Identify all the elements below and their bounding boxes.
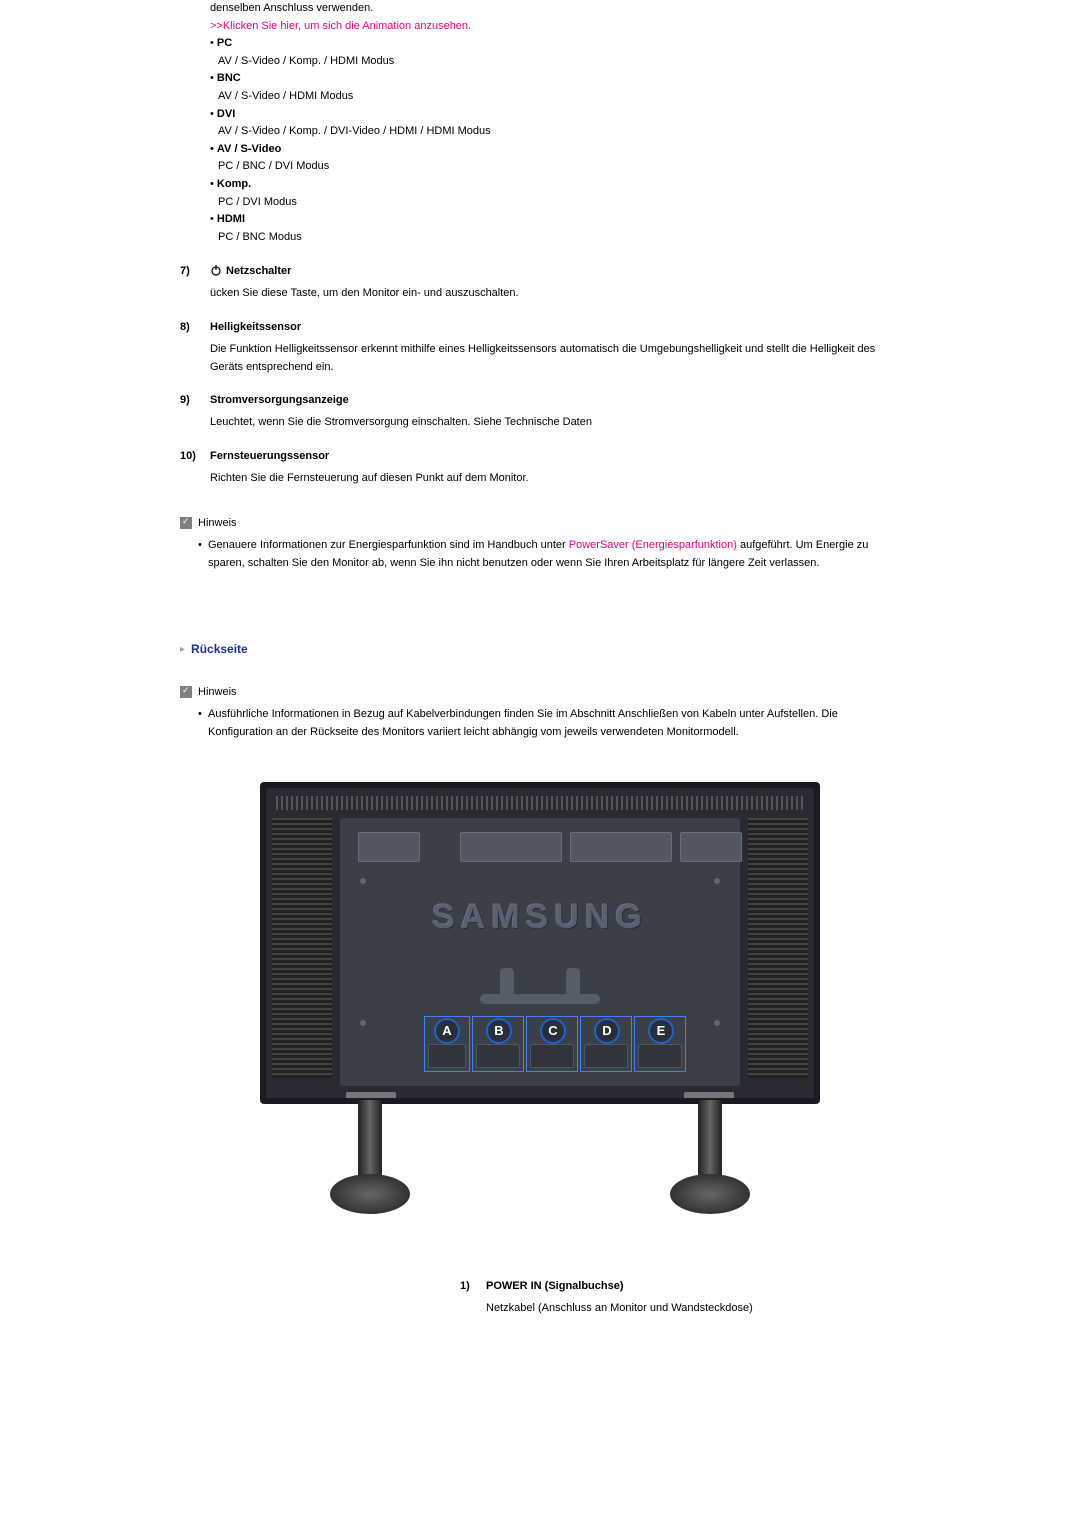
item-title: Fernsteuerungssensor xyxy=(210,450,329,462)
port-area: A B C D E xyxy=(420,1014,660,1074)
note-2: • Ausführliche Informationen in Bezug au… xyxy=(198,706,900,741)
chevron-icon: ▸ xyxy=(180,644,185,655)
mode-input: HDMI xyxy=(217,213,245,225)
monitor-rear-figure: SAMSUNG A B C xyxy=(260,782,820,1220)
port-label-b: B xyxy=(486,1018,512,1044)
mode-input: PC xyxy=(217,37,232,49)
item-body: Richten Sie die Fernsteuerung auf diesen… xyxy=(210,470,900,488)
port-label-a: A xyxy=(434,1018,460,1044)
item-9-row: 9) Stromversorgungsanzeige xyxy=(180,394,900,406)
vent-left xyxy=(272,818,332,1078)
rear-handle xyxy=(480,968,600,1004)
note-text: Ausführliche Informationen in Bezug auf … xyxy=(208,706,900,741)
port-label-e: E xyxy=(648,1018,674,1044)
item-title: Helligkeitssensor xyxy=(210,321,301,333)
powersaver-link[interactable]: PowerSaver (Energiesparfunktion) xyxy=(569,539,737,551)
rear-slot xyxy=(358,832,420,862)
vent-right xyxy=(748,818,808,1078)
item-10-row: 10) Fernsteuerungssensor xyxy=(180,450,900,462)
hinweis-label: Hinweis xyxy=(198,517,237,529)
mode-detail: PC / DVI Modus xyxy=(218,194,900,212)
power-item-number: 1) xyxy=(460,1280,486,1292)
item-title-text: Netzschalter xyxy=(226,265,291,277)
screw-dot xyxy=(714,878,720,884)
mode-row-komp: • Komp. xyxy=(210,176,900,194)
mode-input: AV / S-Video xyxy=(217,143,281,155)
port-label-c: C xyxy=(540,1018,566,1044)
item-body: Leuchtet, wenn Sie die Stromversorgung e… xyxy=(210,414,900,432)
port-slot xyxy=(476,1044,520,1068)
screw-dot xyxy=(360,1020,366,1026)
power-icon xyxy=(210,264,222,276)
bullet-icon: • xyxy=(198,706,208,741)
power-in-section: 1) POWER IN (Signalbuchse) Netzkabel (An… xyxy=(460,1280,820,1318)
check-icon xyxy=(180,517,192,529)
mode-input: BNC xyxy=(217,72,241,84)
rear-inner-panel: SAMSUNG A B C xyxy=(340,818,740,1086)
mode-detail: AV / S-Video / HDMI Modus xyxy=(218,88,900,106)
item-number: 8) xyxy=(180,321,210,333)
item-body: Die Funktion Helligkeitssensor erkennt m… xyxy=(210,341,900,376)
mode-row-hdmi: • HDMI xyxy=(210,211,900,229)
mode-input: Komp. xyxy=(217,178,251,190)
mode-detail: AV / S-Video / Komp. / DVI-Video / HDMI … xyxy=(218,123,900,141)
port-slot xyxy=(638,1044,682,1068)
port-label-d: D xyxy=(594,1018,620,1044)
item-body: ücken Sie diese Taste, um den Monitor ei… xyxy=(210,285,900,303)
item-8-row: 8) Helligkeitssensor xyxy=(180,321,900,333)
document-content: denselben Anschluss verwenden. >>Klicken… xyxy=(0,0,1080,1357)
port-slot xyxy=(530,1044,574,1068)
check-icon xyxy=(180,686,192,698)
item-number: 9) xyxy=(180,394,210,406)
animation-link[interactable]: >>Klicken Sie hier, um sich die Animatio… xyxy=(210,18,900,36)
power-item-title: POWER IN (Signalbuchse) xyxy=(486,1280,624,1292)
mode-row-pc: • PC xyxy=(210,35,900,53)
rear-slot xyxy=(570,832,672,862)
screw-dot xyxy=(714,1020,720,1026)
rear-slot xyxy=(680,832,742,862)
samsung-logo: SAMSUNG xyxy=(340,898,740,937)
hinweis-row: Hinweis xyxy=(180,686,900,698)
bullet-icon: • xyxy=(198,537,208,572)
stand-row xyxy=(260,1100,820,1220)
mode-detail: PC / BNC Modus xyxy=(218,229,900,247)
mode-input: DVI xyxy=(217,108,235,120)
monitor-rear-frame: SAMSUNG A B C xyxy=(260,782,820,1104)
item-7-row: 7) Netzschalter xyxy=(180,264,900,277)
hinweis-row: Hinweis xyxy=(180,517,900,529)
note-text: Genauere Informationen zur Energiesparfu… xyxy=(208,537,900,572)
mode-row-av-svideo: • AV / S-Video xyxy=(210,141,900,159)
rueckseite-heading: Rückseite xyxy=(191,642,248,656)
port-slot xyxy=(584,1044,628,1068)
item-number: 7) xyxy=(180,265,210,277)
screw-dot xyxy=(360,878,366,884)
power-in-row: 1) POWER IN (Signalbuchse) xyxy=(460,1280,820,1292)
mode-row-dvi: • DVI xyxy=(210,106,900,124)
monitor-stand xyxy=(670,1100,750,1220)
note-pre: Genauere Informationen zur Energiesparfu… xyxy=(208,539,569,551)
rueckseite-heading-row: ▸ Rückseite xyxy=(180,642,900,656)
hinweis-label: Hinweis xyxy=(198,686,237,698)
item-number: 10) xyxy=(180,450,210,462)
mode-detail: AV / S-Video / Komp. / HDMI Modus xyxy=(218,53,900,71)
rear-slot xyxy=(460,832,562,862)
note-1: • Genauere Informationen zur Energiespar… xyxy=(198,537,900,572)
item-title: Stromversorgungsanzeige xyxy=(210,394,349,406)
power-item-body: Netzkabel (Anschluss an Monitor und Wand… xyxy=(486,1300,820,1318)
port-slot xyxy=(428,1044,466,1068)
intro-line: denselben Anschluss verwenden. xyxy=(210,0,900,18)
vent-top xyxy=(276,796,804,810)
item-title: Netzschalter xyxy=(210,264,291,277)
mode-detail: PC / BNC / DVI Modus xyxy=(218,158,900,176)
monitor-stand xyxy=(330,1100,410,1220)
mode-row-bnc: • BNC xyxy=(210,70,900,88)
